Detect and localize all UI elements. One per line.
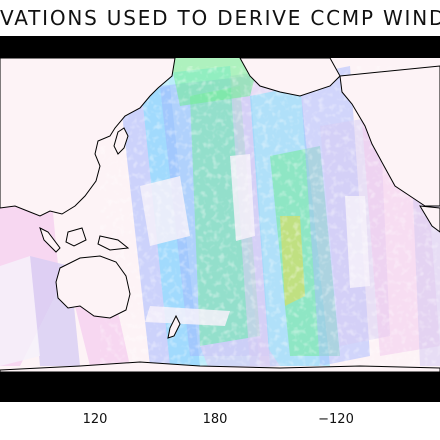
x-tick-label: 120 — [82, 412, 108, 427]
bottom-black-band — [0, 372, 440, 402]
alaska — [239, 57, 341, 97]
sumatra — [39, 227, 61, 253]
top-black-band — [0, 36, 440, 58]
antarctica — [0, 361, 440, 373]
wind-observation-map — [0, 36, 440, 402]
central-america — [419, 205, 440, 233]
borneo — [65, 227, 87, 247]
new-zealand — [167, 314, 181, 339]
new-guinea — [97, 235, 130, 251]
x-tick-label: 180 — [202, 412, 228, 427]
x-tick-label: −120 — [318, 412, 354, 427]
australia — [55, 255, 131, 319]
asia-landmass — [0, 57, 176, 217]
map-title: VATIONS USED TO DERIVE CCMP WIND MAP — [0, 6, 440, 30]
japan — [113, 127, 129, 155]
landmasses — [0, 57, 440, 373]
north-america — [339, 65, 440, 207]
